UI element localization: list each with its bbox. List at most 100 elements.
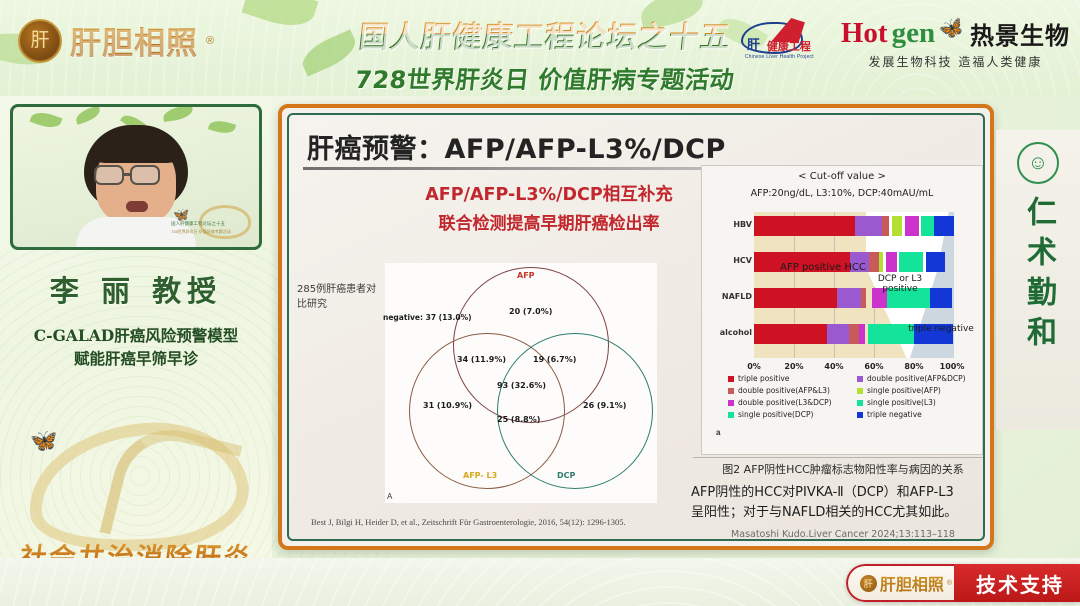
legend-swatch xyxy=(857,411,863,418)
bar-segment xyxy=(754,216,855,236)
venn-value-afp-only: 20 (7.0%) xyxy=(509,307,553,316)
clhp-char-left: 肝 xyxy=(746,37,760,52)
hotgen-tagline: 发展生物科技 造福人类健康 xyxy=(868,55,1043,69)
legend-swatch xyxy=(728,411,734,418)
forum-title-line1: 国人肝健康工程论坛之十五 xyxy=(328,12,763,56)
legend-swatch xyxy=(728,375,734,382)
venn-side-caption: 285例肝癌患者对比研究 xyxy=(297,284,377,310)
chinese-liver-health-project-logo: 肝 健康工程 Chinese Liver Health Project xyxy=(737,16,829,70)
forum-title: 国人肝健康工程论坛之十五 728世界肝炎日 价值肝病专题活动 xyxy=(330,12,760,95)
gridline xyxy=(794,212,795,358)
glasses-right-lens xyxy=(130,165,160,185)
bar-label-HBV: HBV xyxy=(733,220,752,229)
bar-segment xyxy=(887,288,930,308)
bar-segment xyxy=(899,252,923,272)
clhp-char-project: 健康工程 xyxy=(766,41,811,53)
legend-label: double positive(AFP&L3) xyxy=(738,386,830,395)
conclusion-line2: 呈阳性；对于与NAFLD相关的HCC尤其如此。 xyxy=(691,504,958,520)
tech-support-badge[interactable]: 肝 肝胆相照 ® 技术支持 xyxy=(845,564,1080,602)
conclusion-line1: AFP阴性的HCC对PIVKA-Ⅱ（DCP）和AFP-L3 xyxy=(691,485,954,500)
fringe xyxy=(92,131,180,163)
tech-support-label: 技术支持 xyxy=(954,564,1080,602)
x-tick-20: 20% xyxy=(784,362,804,371)
x-tick-80: 80% xyxy=(904,362,924,371)
glasses-bridge xyxy=(124,173,132,176)
venn-value-dcp-only: 26 (9.1%) xyxy=(583,401,627,410)
video-watermark: 🦋 国人肝健康工程论坛之十五 728世界肝炎日 价值肝病专题活动 xyxy=(169,203,255,243)
legend-item: triple negative xyxy=(857,410,978,419)
presentation-slide[interactable]: 肝癌预警：AFP/AFP-L3%/DCP AFP/AFP-L3%/DCP相互补充… xyxy=(278,104,994,550)
bar-segment xyxy=(926,252,945,272)
venn-panel-letter: A xyxy=(387,492,393,501)
chart-legend: triple positive double positive(AFP&DCP)… xyxy=(728,374,978,419)
bar-segment xyxy=(850,252,869,272)
brand-registered-mark: ® xyxy=(206,34,215,47)
figure-caption: 图2 AFP阴性HCC肿瘤标志物阳性率与病因的关系 xyxy=(722,463,964,476)
bar-label-HCV: HCV xyxy=(733,256,752,265)
bar-segment xyxy=(855,216,882,236)
renxin-circle-logo-icon: ☺ xyxy=(1017,142,1059,184)
kudo-citation: Masatoshi Kudo.Liver Cancer 2024;13:113–… xyxy=(731,529,955,540)
legend-item: single positive(L3) xyxy=(857,398,978,407)
hotgen-gen: gen xyxy=(891,17,936,49)
bar-segment xyxy=(934,216,954,236)
x-tick-0: 0% xyxy=(747,362,761,371)
venn-diagram: AFP AFP- L3 DCP negative: 37 (13.0%) 20 … xyxy=(383,263,657,503)
slide-subtitle-1: AFP/AFP-L3%/DCP相互补充 xyxy=(425,185,673,205)
legend-label: triple negative xyxy=(867,410,922,419)
x-tick-40: 40% xyxy=(824,362,844,371)
bar-segment xyxy=(930,288,952,308)
annotation-triple-negative: triple negative xyxy=(908,324,974,334)
liver-illustration: 🦋 xyxy=(8,408,270,606)
shoulders xyxy=(76,217,196,247)
legend-swatch xyxy=(857,399,863,406)
legend-swatch xyxy=(857,387,863,394)
watermark-line1: 国人肝健康工程论坛之十五 xyxy=(171,221,225,226)
venn-label-afp-l3: AFP- L3 xyxy=(463,471,498,480)
venn-value-l3-only: 31 (10.9%) xyxy=(423,401,472,410)
bar-segment xyxy=(905,216,919,236)
legend-item: double positive(L3&DCP) xyxy=(728,398,849,407)
right-banner-text: 仁术勤和 xyxy=(1021,196,1056,356)
hotgen-hot: Hot xyxy=(840,17,888,49)
leaf-decor xyxy=(207,117,237,137)
venn-citation: Best J, Bilgi H, Heider D, et al., Zeits… xyxy=(311,517,626,527)
bar-segment xyxy=(859,324,865,344)
bar-segment xyxy=(754,288,837,308)
topic-line2: 赋能肝癌早筛早诊 xyxy=(73,349,198,369)
clhp-english: Chinese Liver Health Project xyxy=(744,54,814,60)
header-decoration xyxy=(0,0,1080,96)
venn-label-afp: AFP xyxy=(517,271,535,280)
bar-HBV xyxy=(754,216,954,236)
forum-title-line2: 728世界肝炎日 价值肝病专题活动 xyxy=(353,66,736,94)
legend-item: double positive(AFP&DCP) xyxy=(857,374,978,383)
annotation-dcp-or-l3-positive: DCP or L3 positive xyxy=(877,274,923,295)
bar-segment xyxy=(879,252,883,272)
legend-label: single positive(L3) xyxy=(867,398,936,407)
butterfly-icon: 🦋 xyxy=(173,207,190,222)
venn-value-afp-l3: 34 (11.9%) xyxy=(457,355,506,364)
brand-logo: 肝 肝胆相照 ® xyxy=(18,18,214,63)
tech-support-registered-mark: ® xyxy=(946,579,952,587)
bar-segment xyxy=(886,252,897,272)
liver-seal-icon: 肝 xyxy=(18,18,62,63)
bar-segment xyxy=(827,324,849,344)
venn-value-afp-dcp: 19 (6.7%) xyxy=(533,355,577,364)
venn-value-l3-dcp: 25 (8.8%) xyxy=(497,415,541,424)
bar-segment xyxy=(861,288,866,308)
liver-seal-icon: 肝 xyxy=(859,574,877,592)
butterfly-icon: 🦋 xyxy=(30,428,58,453)
bar-HCV xyxy=(754,252,954,272)
venn-value-all-three: 93 (32.6%) xyxy=(497,381,546,390)
x-tick-60: 60% xyxy=(864,362,884,371)
speaker-topic: C-GALAD肝癌风险预警模型 赋能肝癌早筛早诊 xyxy=(0,324,272,371)
bar-segment xyxy=(868,324,914,344)
venn-circle-dcp xyxy=(497,333,653,489)
chart-title: < Cut-off value > xyxy=(798,171,886,182)
annotation-afp-positive-hcc: AFP positive HCC xyxy=(780,262,866,273)
speaker-video-tile[interactable]: 🦋 国人肝健康工程论坛之十五 728世界肝炎日 价值肝病专题活动 xyxy=(10,104,262,250)
watermark-line2: 728世界肝炎日 价值肝病专题活动 xyxy=(171,229,231,234)
legend-label: double positive(L3&DCP) xyxy=(738,398,832,407)
bar-segment xyxy=(754,324,827,344)
bar-segment xyxy=(882,216,889,236)
